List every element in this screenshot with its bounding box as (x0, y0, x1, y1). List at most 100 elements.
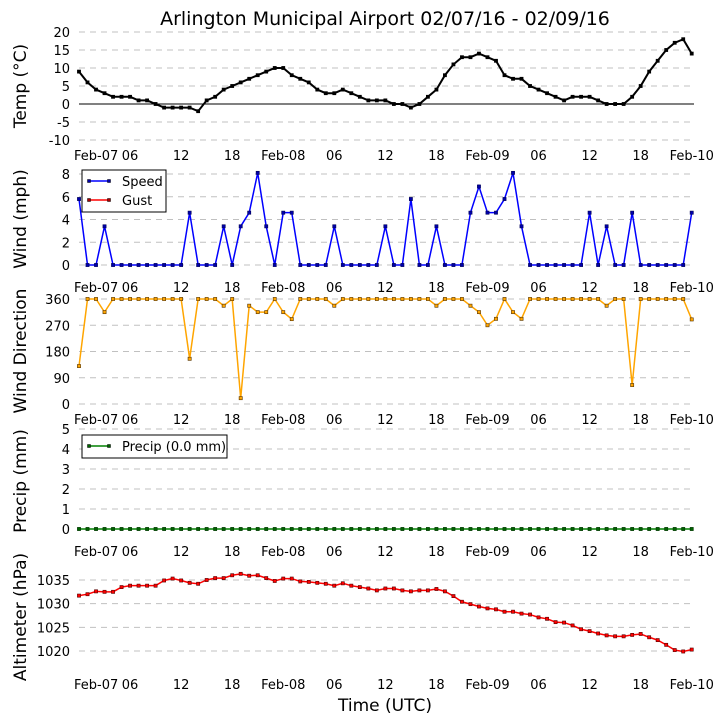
x-tick-label: Feb-08 (261, 678, 305, 693)
precip-point (434, 527, 439, 531)
precip-point (85, 527, 90, 531)
x-tick-label: 18 (224, 281, 241, 296)
precip-point (272, 527, 277, 531)
precip-point (213, 527, 218, 531)
precip-point (298, 527, 303, 531)
altimeter-point (672, 648, 677, 652)
speed-point (179, 263, 184, 267)
speed-point (289, 210, 294, 215)
temp-point (162, 105, 167, 110)
precip-point (664, 527, 669, 531)
speed-point (145, 263, 149, 267)
speed-point (332, 224, 337, 229)
direction-point (170, 297, 175, 301)
precip-point (426, 527, 430, 531)
x-tick-label: Feb-07 (74, 678, 118, 693)
speed-point (366, 263, 371, 267)
temp-point (357, 94, 362, 99)
altimeter-point (468, 602, 473, 607)
precip-point (468, 527, 473, 531)
x-tick-label: 06 (122, 545, 139, 560)
temp-point (153, 102, 158, 106)
temp-point (77, 69, 81, 74)
altimeter-point (162, 578, 167, 583)
direction-point (570, 297, 575, 301)
direction-point (681, 297, 686, 301)
x-tick-label: Feb-07 (74, 281, 118, 296)
speed-point (119, 263, 124, 267)
precip-point (494, 527, 498, 531)
precip-point (136, 527, 141, 531)
altimeter-point (255, 573, 260, 578)
temp-point (604, 102, 609, 106)
altimeter-point (349, 583, 354, 588)
x-tick-label: 06 (122, 149, 139, 164)
temp-point (238, 80, 243, 85)
altimeter-point (621, 634, 626, 639)
x-tick-label: 12 (377, 545, 394, 560)
altimeter-point (170, 576, 175, 581)
y-tick-label: 2 (62, 236, 70, 251)
temp-point (111, 94, 115, 99)
speed-point (477, 184, 481, 189)
direction-point (153, 297, 158, 301)
y-axis-label: Wind Direction (11, 289, 31, 414)
temp-point (545, 91, 549, 96)
speed-point (468, 210, 473, 215)
temp-point (281, 66, 286, 70)
speed-point (647, 263, 652, 267)
x-tick-label: 18 (224, 413, 241, 428)
altimeter-point (383, 586, 388, 591)
altimeter-point (460, 599, 464, 604)
speed-point (281, 210, 286, 215)
y-axis-label: Wind (mph) (11, 169, 31, 269)
altimeter-point (111, 589, 115, 594)
direction-point (621, 297, 626, 301)
legend-marker (107, 444, 111, 448)
x-tick-label: 18 (632, 413, 649, 428)
x-tick-label: 18 (428, 149, 445, 164)
speed-point (630, 210, 635, 215)
speed-point (638, 263, 643, 267)
temp-point (426, 94, 430, 99)
altimeter-point (579, 627, 583, 632)
direction-point (630, 383, 635, 387)
speed-point (323, 263, 328, 267)
temp-point (689, 51, 694, 56)
direction-point (298, 297, 303, 301)
temp-point (579, 94, 583, 99)
precip-point (77, 527, 81, 531)
temp-point (528, 84, 532, 88)
temp-point (349, 91, 354, 96)
altimeter-point (340, 581, 345, 586)
direction-point (187, 356, 192, 361)
precip-point (451, 527, 456, 531)
temp-point (630, 94, 635, 99)
y-tick-label: 0 (62, 259, 70, 274)
speed-point (196, 263, 201, 267)
direction-point (213, 297, 218, 301)
legend-marker (87, 179, 91, 183)
precip-point (587, 527, 592, 531)
x-tick-label: 12 (173, 545, 190, 560)
temp-point (536, 87, 541, 92)
precip-point (553, 527, 558, 531)
direction-point (238, 396, 243, 401)
precip-point (323, 527, 328, 531)
temp-point (306, 80, 311, 85)
x-tick-label: Feb-09 (465, 281, 509, 296)
temp-point (655, 58, 660, 63)
precip-point (179, 527, 184, 531)
direction-point (179, 297, 184, 301)
direction-point (477, 310, 481, 315)
x-tick-label: 18 (632, 678, 649, 693)
precip-point (672, 527, 677, 531)
speed-point (213, 263, 218, 267)
speed-point (596, 263, 601, 267)
speed-point (502, 197, 507, 201)
altimeter-point (196, 581, 201, 586)
direction-point (332, 303, 337, 308)
precip-point (545, 527, 549, 531)
precip-point (145, 527, 149, 531)
altimeter-point (434, 587, 439, 591)
